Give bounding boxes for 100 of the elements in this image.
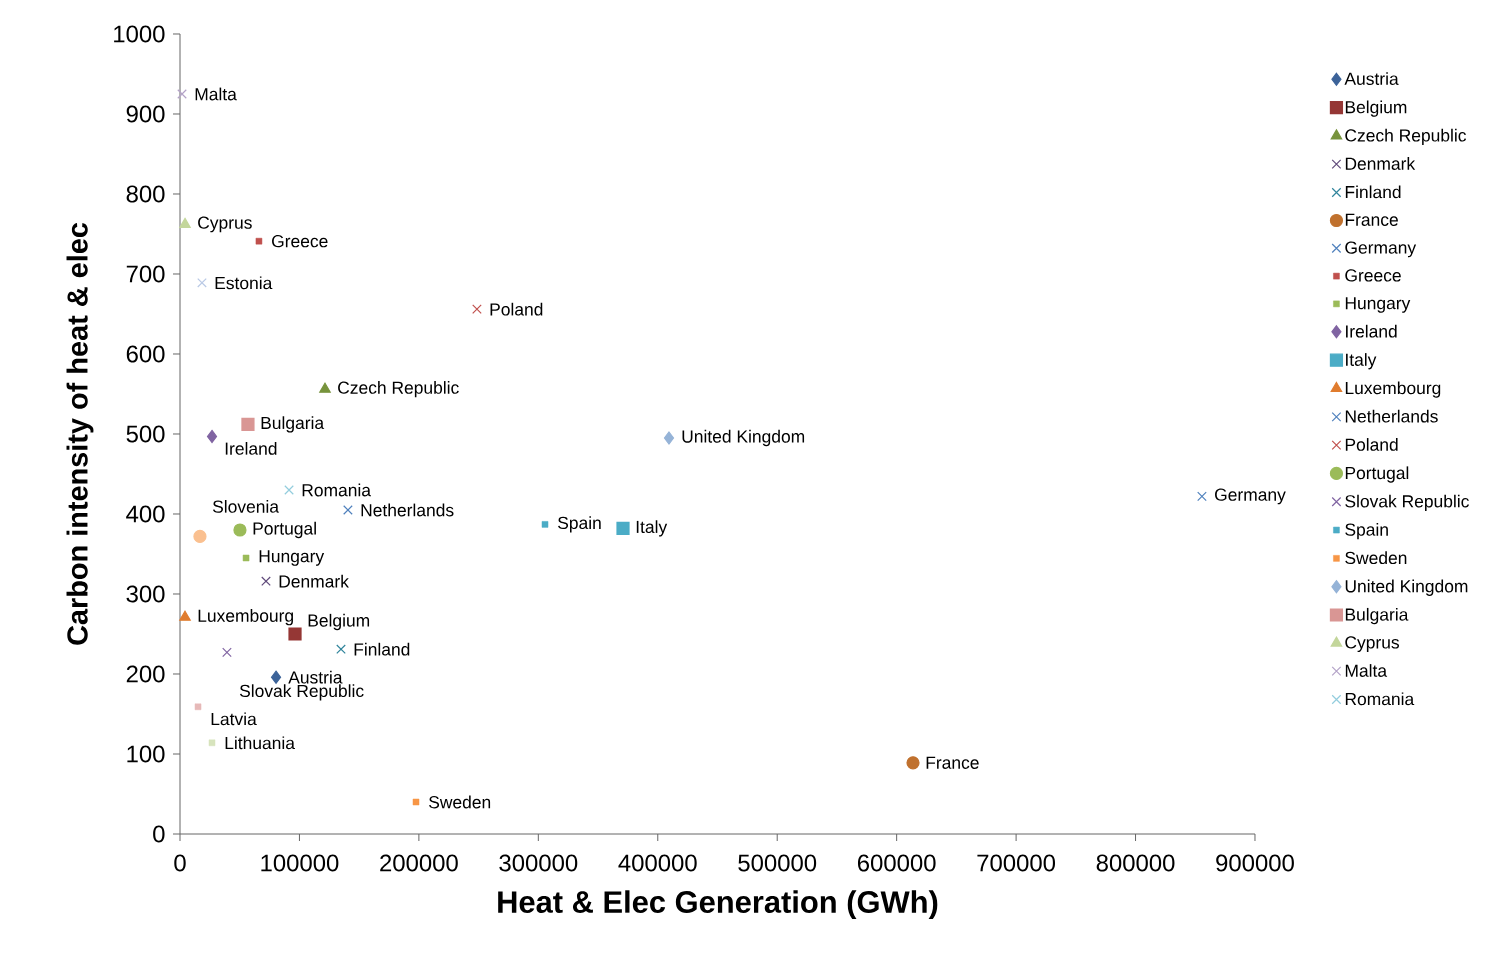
text: Sweden: [429, 795, 491, 809]
legend-label: Austria: [1344, 72, 1399, 85]
legend-label: Luxembourg: [1345, 381, 1441, 398]
text: Netherlands: [361, 503, 454, 517]
text: Romania: [302, 483, 372, 497]
y-tick-label: 400: [126, 505, 165, 523]
point: [1197, 491, 1207, 502]
text: Luxembourg: [198, 609, 293, 626]
legend-label: Slovak Republic: [1345, 494, 1469, 511]
point: [233, 523, 247, 537]
x-tick-label: 500000: [738, 854, 817, 872]
legend-label: Bulgaria: [1345, 607, 1409, 625]
text: Belgium: [308, 613, 370, 631]
text: Slovak Republic: [239, 684, 364, 701]
point: [179, 610, 191, 621]
point: [270, 670, 282, 684]
point: [616, 521, 630, 535]
y-tick-label: 200: [126, 665, 165, 683]
legend-label: Netherlands: [1345, 409, 1438, 423]
legend-label: Malta: [1345, 664, 1388, 677]
text: Spain: [558, 516, 601, 533]
point: [336, 644, 346, 655]
text: Ireland: [225, 441, 277, 455]
point: [663, 431, 675, 445]
point: [193, 529, 207, 543]
y-tick-label: 900: [126, 105, 165, 123]
point: [284, 485, 294, 495]
legend-label: Cyprus: [1345, 636, 1400, 653]
point: [261, 576, 271, 587]
point: [541, 521, 549, 528]
point: [288, 627, 302, 641]
legend-label: United Kingdom: [1345, 579, 1468, 596]
point: [194, 703, 202, 711]
text: Hungary: [259, 550, 325, 566]
legend-label: Hungary: [1345, 297, 1411, 313]
x-tick-label: 600000: [857, 854, 936, 872]
text: Austria: [288, 670, 343, 684]
legend-label: Poland: [1345, 438, 1398, 451]
text: Malta: [195, 87, 237, 101]
legend-label: Sweden: [1345, 551, 1407, 565]
x-tick-label: 200000: [380, 854, 458, 872]
legend-label: Belgium: [1345, 100, 1407, 117]
y-tick-label: 500: [126, 425, 165, 443]
point: [412, 798, 420, 806]
x-tick-label: 400000: [618, 854, 697, 872]
legend-label: Czech Republic: [1345, 128, 1467, 146]
x-tick-label: 800000: [1096, 854, 1175, 872]
legend-label: France: [1345, 213, 1398, 226]
y-tick-label: 600: [126, 345, 165, 363]
point: [472, 304, 482, 315]
point: [241, 417, 255, 431]
y-axis-title: Carbon intensity of heat & elec: [66, 222, 94, 645]
annotation: Latvia: [211, 712, 257, 726]
legend-label: Greece: [1345, 269, 1401, 282]
text: Poland: [490, 302, 543, 316]
x-axis-title: Heat & Elec Generation (GWh): [498, 890, 938, 920]
point: [319, 382, 331, 393]
legend-label: Germany: [1345, 241, 1417, 258]
text: Denmark: [279, 574, 349, 588]
y-tick-label: 800: [126, 185, 165, 203]
y-tick-label: 100: [127, 745, 165, 763]
text: Germany: [1215, 488, 1286, 505]
text: United Kingdom: [682, 429, 805, 447]
text: Czech Republic: [338, 381, 459, 398]
legend-label: Portugal: [1345, 466, 1409, 483]
text: Cyprus: [198, 216, 252, 233]
text: France: [926, 756, 979, 769]
x-tick-label: 300000: [499, 854, 578, 872]
text: Italy: [636, 520, 668, 537]
y-tick-label: 700: [126, 265, 165, 283]
legend-label: Romania: [1345, 692, 1415, 706]
text: Finland: [354, 642, 410, 656]
point: [242, 554, 250, 562]
legend-label: Italy: [1346, 353, 1377, 370]
point: [177, 89, 187, 99]
text: Greece: [272, 235, 328, 248]
y-tick-label: 1000: [114, 25, 165, 43]
annotation: Estonia: [215, 276, 273, 290]
text: Bulgaria: [261, 416, 325, 433]
point: [255, 237, 263, 245]
legend-label: Denmark: [1345, 157, 1416, 170]
point: [906, 756, 920, 770]
annotation: Slovenia: [212, 499, 280, 513]
point: [206, 429, 218, 443]
legend-label: Ireland: [1346, 324, 1397, 338]
legend-label: Finland: [1345, 185, 1401, 199]
x-tick-label: 900000: [1216, 854, 1294, 872]
point: [343, 505, 353, 515]
x-tick-label: 100000: [261, 854, 339, 872]
point: [208, 739, 216, 747]
text: Portugal: [253, 521, 316, 539]
x-tick-label: 0: [174, 854, 186, 872]
point: [179, 217, 191, 228]
y-tick-label: 0: [153, 825, 165, 843]
y-tick-label: 300: [126, 585, 165, 603]
annotation: Lithuania: [225, 736, 295, 750]
x-tick-label: 700000: [977, 854, 1056, 872]
point: [197, 277, 207, 288]
legend-label: Spain: [1345, 522, 1388, 540]
point: [222, 647, 232, 658]
